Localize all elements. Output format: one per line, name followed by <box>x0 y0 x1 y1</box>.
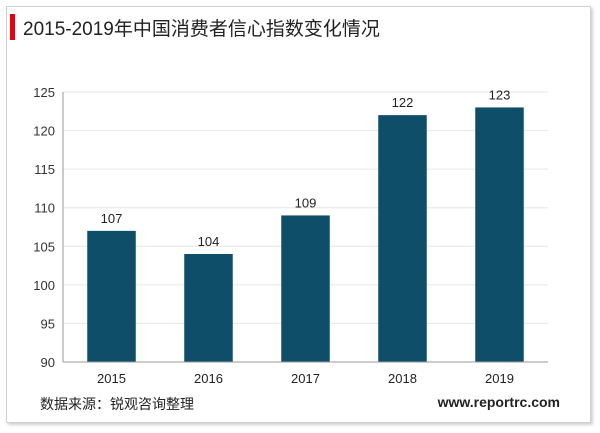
website-label: www.reportrc.com <box>437 394 560 410</box>
bar <box>87 230 136 362</box>
y-axis-ticks: 90 95 100 105 110 115 120 125 <box>33 85 55 370</box>
source-note: 数据来源：锐观咨询整理 <box>40 396 194 412</box>
bar <box>184 254 233 362</box>
bar <box>378 115 427 363</box>
y-tick-label: 110 <box>34 201 55 216</box>
y-tick-label: 120 <box>33 124 55 139</box>
bar <box>475 107 524 362</box>
y-tick-label: 105 <box>33 239 55 254</box>
data-labels: 107 104 109 122 123 <box>101 87 511 249</box>
y-tick-label: 100 <box>33 278 55 293</box>
x-tick-label: 2017 <box>291 371 320 386</box>
x-tick-label: 2018 <box>388 371 417 386</box>
x-tick-label: 2015 <box>97 371 126 386</box>
title-accent-bar <box>10 14 15 40</box>
x-tick-label: 2019 <box>485 371 514 386</box>
axes <box>62 92 548 363</box>
data-label: 122 <box>392 95 414 110</box>
y-tick-label: 95 <box>41 316 55 331</box>
x-axis-ticks: 2015 2016 2017 2018 2019 <box>97 371 514 386</box>
data-label: 104 <box>198 234 220 249</box>
chart-title: 2015-2019年中国消费者信心指数变化情况 <box>23 18 380 40</box>
title-block: 2015-2019年中国消费者信心指数变化情况 <box>10 14 380 40</box>
data-label: 107 <box>101 211 123 226</box>
y-tick-label: 115 <box>34 162 55 177</box>
data-label: 109 <box>295 195 317 210</box>
y-tick-label: 125 <box>33 85 55 100</box>
bar <box>281 215 330 362</box>
x-tick-label: 2016 <box>194 371 223 386</box>
y-tick-label: 90 <box>41 355 55 370</box>
data-label: 123 <box>489 87 511 102</box>
bars <box>87 107 524 363</box>
